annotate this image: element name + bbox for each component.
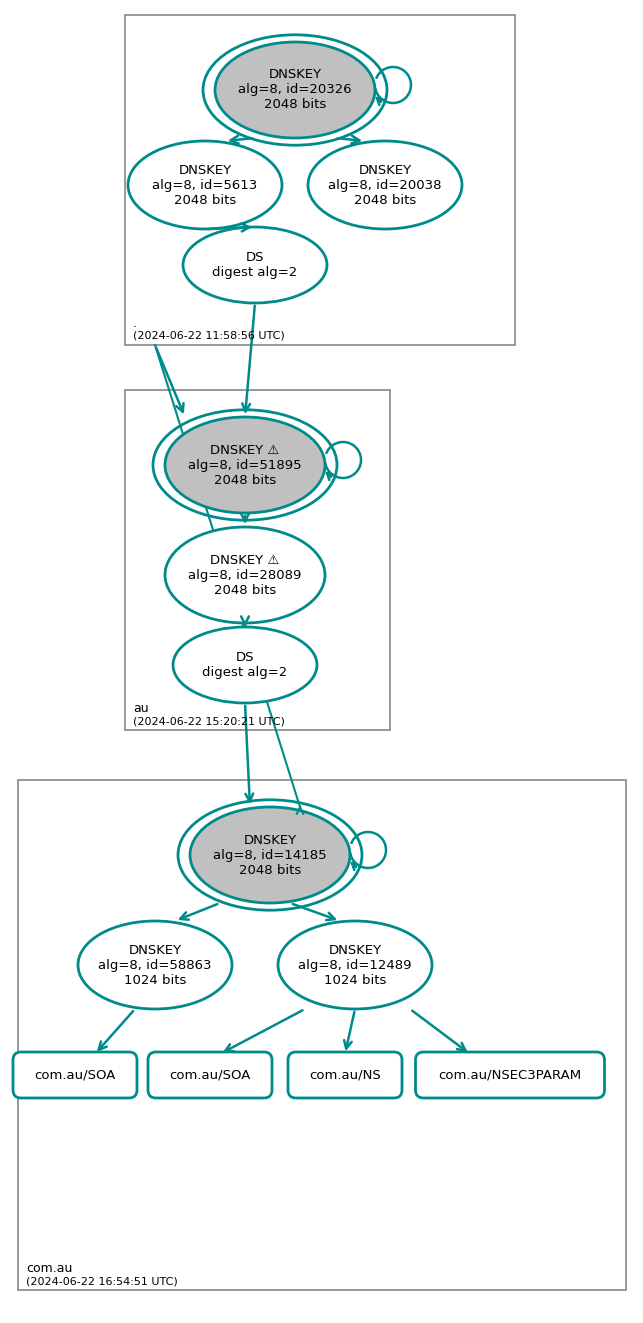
Ellipse shape: [128, 142, 282, 229]
Text: .: .: [133, 318, 137, 329]
FancyBboxPatch shape: [288, 1052, 402, 1098]
Bar: [125, 390, 390, 730]
Text: (2024-06-22 15:20:21 UTC): (2024-06-22 15:20:21 UTC): [133, 716, 285, 726]
FancyBboxPatch shape: [415, 1052, 604, 1098]
Text: com.au/NS: com.au/NS: [309, 1069, 381, 1081]
Ellipse shape: [190, 807, 350, 904]
Text: (2024-06-22 11:58:56 UTC): (2024-06-22 11:58:56 UTC): [133, 331, 285, 341]
Text: com.au/NSEC3PARAM: com.au/NSEC3PARAM: [439, 1069, 581, 1081]
Text: DNSKEY
alg=8, id=14185
2048 bits: DNSKEY alg=8, id=14185 2048 bits: [213, 833, 327, 877]
Bar: [18, 781, 626, 1290]
Text: DNSKEY
alg=8, id=20038
2048 bits: DNSKEY alg=8, id=20038 2048 bits: [328, 164, 442, 206]
Text: DS
digest alg=2: DS digest alg=2: [203, 651, 287, 679]
Ellipse shape: [308, 142, 462, 229]
Ellipse shape: [215, 42, 375, 138]
Ellipse shape: [165, 417, 325, 513]
Ellipse shape: [78, 921, 232, 1009]
FancyBboxPatch shape: [13, 1052, 137, 1098]
Ellipse shape: [165, 527, 325, 623]
Text: DNSKEY
alg=8, id=58863
1024 bits: DNSKEY alg=8, id=58863 1024 bits: [98, 943, 212, 987]
Text: DNSKEY
alg=8, id=5613
2048 bits: DNSKEY alg=8, id=5613 2048 bits: [152, 164, 258, 206]
Text: DNSKEY ⚠
alg=8, id=28089
2048 bits: DNSKEY ⚠ alg=8, id=28089 2048 bits: [188, 553, 302, 597]
Text: DS
digest alg=2: DS digest alg=2: [212, 251, 298, 279]
Text: com.au/SOA: com.au/SOA: [169, 1069, 251, 1081]
Text: com.au: com.au: [26, 1262, 73, 1275]
FancyBboxPatch shape: [148, 1052, 272, 1098]
Bar: [125, 15, 515, 345]
Text: (2024-06-22 16:54:51 UTC): (2024-06-22 16:54:51 UTC): [26, 1275, 177, 1286]
Text: com.au/SOA: com.au/SOA: [34, 1069, 116, 1081]
Ellipse shape: [173, 627, 317, 703]
Text: DNSKEY
alg=8, id=20326
2048 bits: DNSKEY alg=8, id=20326 2048 bits: [238, 69, 352, 111]
Ellipse shape: [183, 228, 327, 303]
Text: DNSKEY
alg=8, id=12489
1024 bits: DNSKEY alg=8, id=12489 1024 bits: [298, 943, 412, 987]
Ellipse shape: [278, 921, 432, 1009]
Text: au: au: [133, 703, 149, 714]
Text: DNSKEY ⚠
alg=8, id=51895
2048 bits: DNSKEY ⚠ alg=8, id=51895 2048 bits: [188, 443, 302, 487]
